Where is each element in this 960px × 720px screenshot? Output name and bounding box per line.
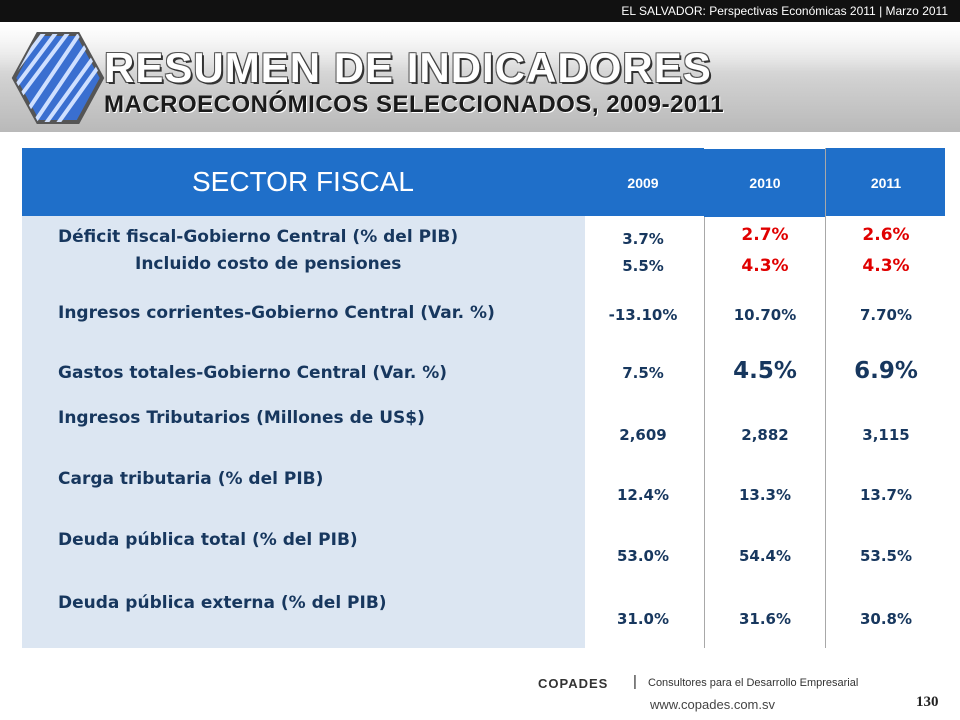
footer-tagline: Consultores para el Desarrollo Empresari… xyxy=(648,677,859,689)
row-label-deficit: Déficit fiscal-Gobierno Central (% del P… xyxy=(58,227,459,247)
indicators-table: SECTOR FISCAL 2009 2010 2011 2010 Défici… xyxy=(22,148,945,648)
cell-pensiones-2009: 5.5% xyxy=(622,257,664,275)
column-divider xyxy=(825,148,826,648)
cell-gastos-totales-2011: 6.9% xyxy=(854,358,918,384)
cell-deuda-total-2009: 53.0% xyxy=(616,547,670,565)
cell-ingresos-tributarios-2009: 2,609 xyxy=(619,426,667,444)
cell-deuda-total-2011: 53.5% xyxy=(859,547,913,565)
section-title: SECTOR FISCAL xyxy=(192,166,414,197)
year-2009-header: 2009 xyxy=(627,175,659,191)
copades-hexagon-logo xyxy=(11,32,105,124)
cell-pensiones-2010: 4.3% xyxy=(741,256,789,276)
top-bar: EL SALVADOR: Perspectivas Económicas 201… xyxy=(0,0,960,22)
presentation-info: EL SALVADOR: Perspectivas Económicas 201… xyxy=(621,4,948,18)
cell-pensiones-2011: 4.3% xyxy=(862,256,910,276)
row-label-carga-tributaria: Carga tributaria (% del PIB) xyxy=(58,469,324,489)
cell-ingresos-corrientes-2010: 10.70% xyxy=(733,306,797,324)
footer-brand: COPADES xyxy=(538,676,609,691)
header-band xyxy=(0,24,960,132)
cell-ingresos-corrientes-2011: 7.70% xyxy=(859,306,913,324)
cell-deuda-externa-2010: 31.6% xyxy=(738,610,792,628)
cell-deficit-2009: 3.7% xyxy=(622,230,664,248)
slide-title: RESUMEN DE INDICADORES xyxy=(104,44,712,91)
cell-deuda-externa-2011: 30.8% xyxy=(859,610,913,628)
cell-carga-tributaria-2009: 12.4% xyxy=(616,486,670,504)
cell-deficit-2010: 2.7% xyxy=(741,225,789,245)
page-number: 130 xyxy=(916,694,939,710)
row-label-gastos-totales: Gastos totales-Gobierno Central (Var. %) xyxy=(58,363,448,383)
cell-ingresos-tributarios-2011: 3,115 xyxy=(862,426,910,444)
label-column-band xyxy=(22,216,585,648)
footer-separator: | xyxy=(633,673,637,690)
cell-deuda-total-2010: 54.4% xyxy=(738,547,792,565)
column-divider xyxy=(704,148,705,648)
row-label-ingresos-corrientes: Ingresos corrientes-Gobierno Central (Va… xyxy=(58,303,495,323)
cell-gastos-totales-2010: 4.5% xyxy=(733,358,797,384)
cell-ingresos-corrientes-2009: -13.10% xyxy=(608,306,678,324)
cell-ingresos-tributarios-2010: 2,882 xyxy=(741,426,789,444)
slide-subtitle: MACROECONÓMICOS SELECCIONADOS, 2009-2011 xyxy=(104,91,725,118)
footer-url[interactable]: www.copades.com.sv xyxy=(650,697,775,712)
row-label-ingresos-tributarios: Ingresos Tributarios (Millones de US$) xyxy=(58,408,425,428)
cell-deficit-2011: 2.6% xyxy=(862,225,910,245)
row-label-deuda-total: Deuda pública total (% del PIB) xyxy=(58,530,358,550)
year-2010-header-label: 2010 xyxy=(749,175,781,191)
cell-carga-tributaria-2011: 13.7% xyxy=(859,486,913,504)
row-label-deuda-externa: Deuda pública externa (% del PIB) xyxy=(58,593,387,613)
cell-gastos-totales-2009: 7.5% xyxy=(622,364,664,382)
cell-carga-tributaria-2010: 13.3% xyxy=(738,486,792,504)
cell-deuda-externa-2009: 31.0% xyxy=(616,610,670,628)
year-2011-header: 2011 xyxy=(870,175,902,191)
row-label-pensiones: Incluido costo de pensiones xyxy=(135,254,402,274)
